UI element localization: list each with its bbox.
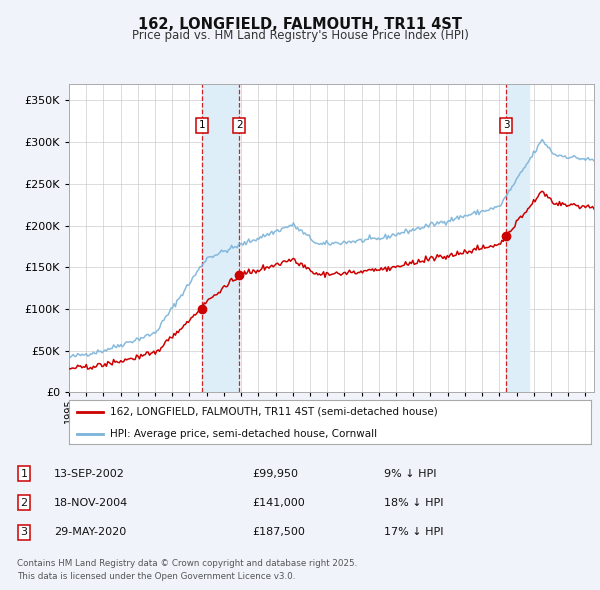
Text: 2: 2	[236, 120, 242, 130]
Text: HPI: Average price, semi-detached house, Cornwall: HPI: Average price, semi-detached house,…	[110, 429, 377, 438]
Text: 3: 3	[20, 527, 28, 537]
Text: Contains HM Land Registry data © Crown copyright and database right 2025.
This d: Contains HM Land Registry data © Crown c…	[17, 559, 357, 581]
Text: 162, LONGFIELD, FALMOUTH, TR11 4ST (semi-detached house): 162, LONGFIELD, FALMOUTH, TR11 4ST (semi…	[110, 407, 437, 417]
Text: 3: 3	[503, 120, 509, 130]
Text: 1: 1	[20, 469, 28, 478]
Text: 162, LONGFIELD, FALMOUTH, TR11 4ST: 162, LONGFIELD, FALMOUTH, TR11 4ST	[138, 17, 462, 31]
Text: 17% ↓ HPI: 17% ↓ HPI	[384, 527, 443, 537]
Bar	[202, 84, 239, 392]
Text: 9% ↓ HPI: 9% ↓ HPI	[384, 469, 437, 478]
Text: 13-SEP-2002: 13-SEP-2002	[54, 469, 125, 478]
Text: £99,950: £99,950	[252, 469, 298, 478]
Text: 18% ↓ HPI: 18% ↓ HPI	[384, 498, 443, 507]
Text: £187,500: £187,500	[252, 527, 305, 537]
Bar	[506, 84, 529, 392]
Text: 29-MAY-2020: 29-MAY-2020	[54, 527, 126, 537]
Text: Price paid vs. HM Land Registry's House Price Index (HPI): Price paid vs. HM Land Registry's House …	[131, 30, 469, 42]
Text: 18-NOV-2004: 18-NOV-2004	[54, 498, 128, 507]
Text: £141,000: £141,000	[252, 498, 305, 507]
Text: 2: 2	[20, 498, 28, 507]
Text: 1: 1	[199, 120, 205, 130]
